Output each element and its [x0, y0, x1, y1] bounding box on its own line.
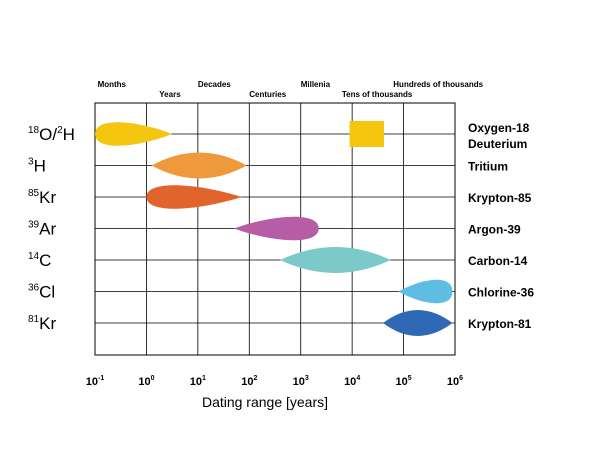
range-shape-oxygen-18 [95, 122, 173, 146]
x-tick-label: 100 [138, 375, 154, 388]
time-scale-label: Millenia [301, 80, 331, 89]
x-tick-label: 101 [190, 375, 206, 388]
isotope-name: Deuterium [468, 137, 527, 151]
time-scale-label: Years [159, 90, 181, 99]
plot-frame [94, 102, 456, 356]
x-axis-label: Dating range [years] [202, 394, 328, 410]
isotope-symbol: 81Kr [28, 314, 56, 333]
isotope-name: Tritium [468, 160, 508, 174]
isotope-symbol-labels: 18O/2H 3H 85Kr 39Ar 14C 36Cl 81Kr [28, 125, 75, 333]
time-scale-label: Months [98, 80, 127, 89]
range-shape-krypton-81 [383, 310, 453, 336]
isotope-name: Chlorine-36 [468, 286, 534, 300]
isotope-name: Oxygen-18 [468, 121, 530, 135]
time-scale-label: Decades [198, 80, 231, 89]
x-tick-label: 103 [293, 375, 309, 388]
range-shape-argon-39 [233, 216, 319, 241]
isotope-symbol: 14C [28, 251, 51, 270]
time-scale-label: Hundreds of thousands [393, 80, 483, 89]
isotope-symbol: 3H [28, 157, 46, 176]
isotope-symbol: 36Cl [28, 283, 55, 302]
isotope-name-labels: Oxygen-18 Deuterium Tritium Krypton-85 Argon… [468, 121, 534, 331]
isotope-symbol: 85Kr [28, 188, 56, 207]
range-shape-carbon-14 [280, 247, 391, 273]
range-shape-chlorine-36 [398, 279, 453, 304]
x-tick-label: 10-1 [86, 375, 105, 388]
dating-range-shapes [95, 121, 453, 336]
range-bar-oxygen-18 [349, 121, 385, 147]
x-tick-label: 106 [447, 375, 463, 388]
x-tick-label: 105 [395, 375, 411, 388]
time-scale-labels: Months Years Decades Centuries Millenia Tens … [98, 80, 484, 99]
isotope-symbol: 39Ar [28, 220, 56, 239]
time-scale-label: Centuries [249, 90, 286, 99]
isotope-name: Argon-39 [468, 223, 521, 237]
x-tick-label: 104 [344, 375, 360, 388]
isotope-name: Krypton-85 [468, 191, 532, 205]
range-shape-tritium [151, 152, 247, 179]
x-axis-ticks: 10-1 100 101 102 103 104 105 106 [86, 375, 463, 388]
range-shape-krypton-85 [146, 185, 242, 209]
time-scale-label: Tens of thousands [342, 90, 413, 99]
isotope-name: Krypton-81 [468, 317, 532, 331]
isotope-name: Carbon-14 [468, 254, 528, 268]
isotope-symbol: 18O/2H [28, 125, 75, 144]
x-tick-label: 102 [241, 375, 257, 388]
